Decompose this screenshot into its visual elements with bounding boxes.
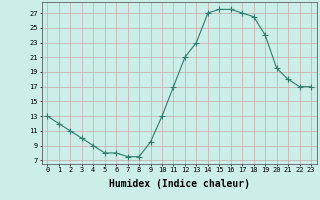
- X-axis label: Humidex (Indice chaleur): Humidex (Indice chaleur): [109, 179, 250, 189]
